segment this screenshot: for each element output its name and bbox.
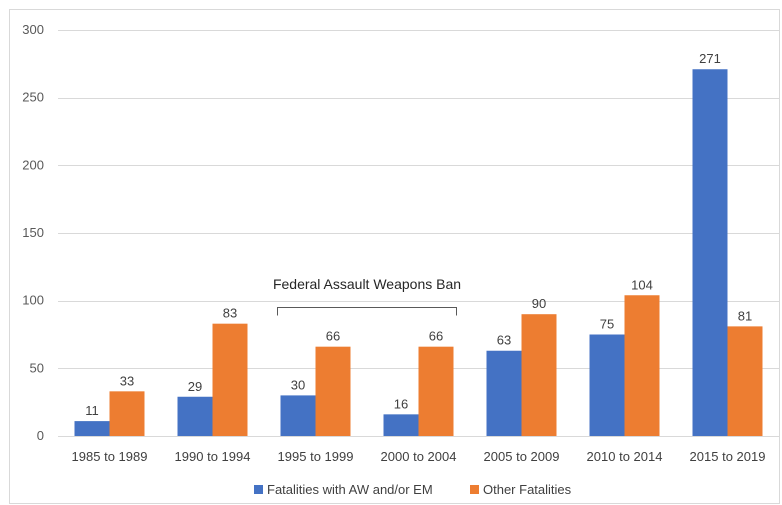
bar-other — [624, 295, 660, 436]
bar-other — [212, 323, 248, 436]
x-tick-label: 1990 to 1994 — [175, 449, 251, 464]
bar-other — [418, 346, 454, 436]
data-label: 66 — [326, 329, 340, 344]
bar-other — [315, 346, 351, 436]
data-label: 104 — [631, 277, 653, 292]
data-label: 16 — [394, 396, 408, 411]
annotation-label: Federal Assault Weapons Ban — [273, 276, 461, 292]
bar-aw-em — [589, 334, 625, 436]
bar-other — [727, 326, 763, 436]
data-label: 11 — [85, 403, 99, 418]
bar-aw-em — [486, 350, 522, 436]
x-tick-label: 1985 to 1989 — [72, 449, 148, 464]
y-tick-label: 50 — [30, 360, 44, 375]
x-tick-label: 1995 to 1999 — [278, 449, 354, 464]
annotation-bracket: Federal Assault Weapons Ban — [273, 276, 461, 316]
data-label: 83 — [223, 306, 237, 321]
data-label: 271 — [699, 51, 721, 66]
y-tick-label: 250 — [22, 90, 44, 105]
x-tick-label: 2000 to 2004 — [381, 449, 457, 464]
y-tick-label: 0 — [37, 428, 44, 443]
data-label: 66 — [429, 329, 443, 344]
x-tick-label: 2010 to 2014 — [587, 449, 663, 464]
y-tick-label: 300 — [22, 22, 44, 37]
data-label: 90 — [532, 296, 546, 311]
data-label: 33 — [120, 373, 134, 388]
y-axis: 0 50 100 150 200 250 300 — [22, 22, 44, 443]
data-label: 63 — [497, 333, 511, 348]
x-tick-label: 2015 to 2019 — [690, 449, 766, 464]
bar-other — [109, 391, 145, 436]
data-label: 75 — [600, 317, 614, 332]
data-label: 29 — [188, 379, 202, 394]
legend-swatch-fatalities-aw-em — [254, 485, 263, 494]
bar-aw-em — [74, 421, 110, 436]
annotation-bracket-line — [277, 307, 457, 316]
bar-aw-em — [383, 414, 419, 436]
x-tick-label: 2005 to 2009 — [484, 449, 560, 464]
data-label: 81 — [738, 308, 752, 323]
legend-label-other-fatalities: Other Fatalities — [483, 482, 572, 497]
bars: 11 33 29 83 30 66 16 66 63 90 75 104 271 81 — [74, 51, 763, 436]
bar-aw-em — [692, 69, 728, 436]
x-axis: 1985 to 1989 1990 to 1994 1995 to 1999 2000… — [72, 449, 766, 464]
bar-other — [521, 314, 557, 436]
y-tick-label: 100 — [22, 293, 44, 308]
legend-swatch-other-fatalities — [470, 485, 479, 494]
bar-aw-em — [280, 395, 316, 436]
y-tick-label: 200 — [22, 157, 44, 172]
legend: Fatalities with AW and/or EM Other Fatal… — [254, 482, 572, 497]
data-label: 30 — [291, 377, 305, 392]
y-tick-label: 150 — [22, 225, 44, 240]
bar-aw-em — [177, 396, 213, 436]
legend-label-fatalities-aw-em: Fatalities with AW and/or EM — [267, 482, 433, 497]
